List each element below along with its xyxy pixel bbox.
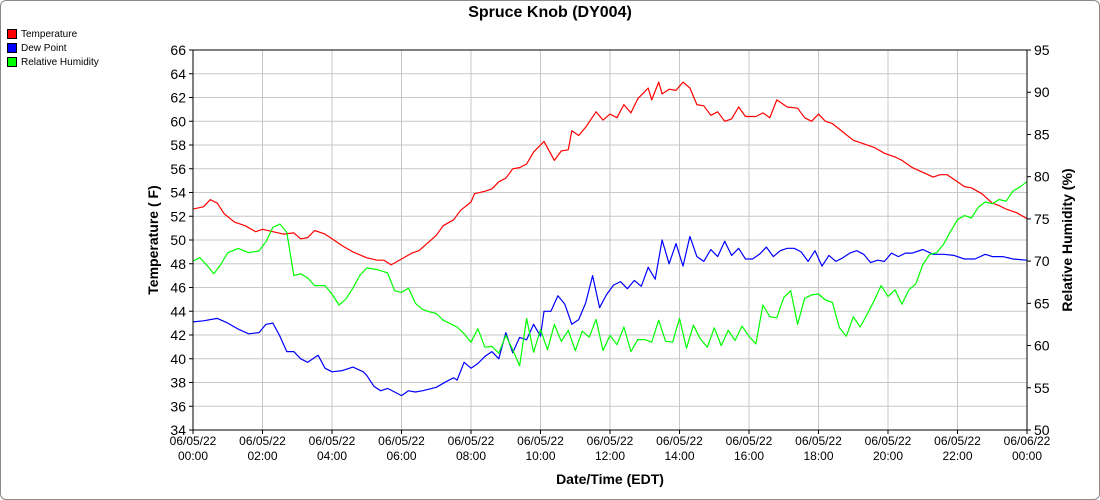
x-tick-label-date: 06/05/22: [170, 434, 217, 448]
x-tick-label-date: 06/05/22: [795, 434, 842, 448]
y-tick-label: 44: [170, 303, 186, 319]
x-tick-label-time: 12:00: [595, 449, 625, 463]
x-tick-label-date: 06/05/22: [587, 434, 634, 448]
x-tick-label-time: 14:00: [664, 449, 694, 463]
x-tick-label-time: 04:00: [317, 449, 347, 463]
y2-tick-label: 95: [1034, 42, 1050, 58]
y-tick-label: 46: [170, 280, 186, 296]
y2-tick-label: 65: [1034, 295, 1050, 311]
y-tick-label: 36: [170, 398, 186, 414]
y-tick-label: 60: [170, 113, 186, 129]
y2-tick-label: 50: [1034, 422, 1050, 438]
series-line-temperature: [192, 81, 1028, 266]
x-tick-label-time: 18:00: [803, 449, 833, 463]
x-tick-label-date: 06/05/22: [378, 434, 425, 448]
x-tick-label-time: 02:00: [247, 449, 277, 463]
x-tick-label-date: 06/05/22: [448, 434, 495, 448]
legend-label-dew-point: Dew Point: [21, 42, 67, 54]
legend-label-relative-humidity: Relative Humidity: [21, 56, 99, 68]
y-tick-label: 64: [170, 66, 186, 82]
axes: 06/05/2200:0006/05/2202:0006/05/2204:000…: [170, 42, 1051, 463]
y-tick-label: 54: [170, 185, 186, 201]
x-tick-label-date: 06/05/22: [865, 434, 912, 448]
y2-axis-label: Relative Humidity (%): [1059, 168, 1075, 311]
y2-tick-label: 60: [1034, 338, 1050, 354]
x-tick-label-time: 00:00: [178, 449, 208, 463]
y-tick-label: 56: [170, 161, 186, 177]
series-line-relative-humidity: [192, 181, 1028, 367]
x-tick-label-time: 08:00: [456, 449, 486, 463]
y-tick-label: 58: [170, 137, 186, 153]
x-tick-label-time: 20:00: [873, 449, 903, 463]
x-tick-label-time: 06:00: [386, 449, 416, 463]
legend-swatch-relative-humidity: [7, 57, 17, 67]
y2-tick-label: 85: [1034, 126, 1050, 142]
legend: Temperature Dew Point Relative Humidity: [7, 27, 99, 69]
y-tick-label: 34: [170, 422, 186, 438]
legend-swatch-temperature: [7, 29, 17, 39]
chart-title: Spruce Knob (DY004): [468, 4, 632, 21]
legend-label-temperature: Temperature: [21, 28, 78, 40]
grid: [192, 49, 1028, 431]
series-line-dew-point: [192, 235, 1028, 397]
legend-item-temperature: Temperature: [7, 27, 99, 41]
x-tick-label-date: 06/05/22: [726, 434, 773, 448]
x-tick-label-date: 06/05/22: [309, 434, 356, 448]
y-tick-label: 42: [170, 327, 186, 343]
x-tick-label-date: 06/05/22: [517, 434, 564, 448]
legend-swatch-dew-point: [7, 43, 17, 53]
y-tick-label: 52: [170, 208, 186, 224]
x-tick-label-time: 10:00: [525, 449, 555, 463]
legend-item-relative-humidity: Relative Humidity: [7, 55, 99, 69]
y-tick-label: 38: [170, 375, 186, 391]
y-tick-label: 48: [170, 256, 186, 272]
y2-tick-label: 55: [1034, 380, 1050, 396]
x-tick-label-time: 22:00: [942, 449, 972, 463]
legend-item-dew-point: Dew Point: [7, 41, 99, 55]
y-axis-label: Temperature ( F): [145, 185, 161, 294]
y2-tick-label: 80: [1034, 169, 1050, 185]
plot-area-border: [192, 49, 1028, 431]
x-tick-label-time: 00:00: [1012, 449, 1042, 463]
y-tick-label: 62: [170, 90, 186, 106]
x-tick-label-date: 06/05/22: [239, 434, 286, 448]
x-tick-label-date: 06/06/22: [1004, 434, 1051, 448]
y-tick-label: 50: [170, 232, 186, 248]
x-tick-label-time: 16:00: [734, 449, 764, 463]
x-axis-label: Date/Time (EDT): [556, 471, 664, 487]
y2-tick-label: 70: [1034, 253, 1050, 269]
y2-tick-label: 90: [1034, 84, 1050, 100]
series-lines: [192, 81, 1028, 397]
y-tick-label: 66: [170, 42, 186, 58]
x-tick-label-date: 06/05/22: [934, 434, 981, 448]
x-tick-label-date: 06/05/22: [656, 434, 703, 448]
y-tick-label: 40: [170, 351, 186, 367]
y2-tick-label: 75: [1034, 211, 1050, 227]
